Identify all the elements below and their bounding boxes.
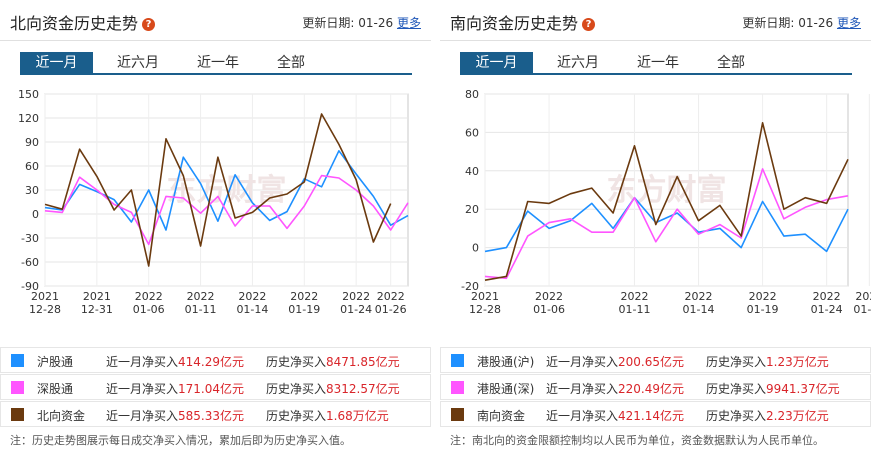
more-link[interactable]: 更多	[396, 16, 421, 30]
legend-swatch	[451, 354, 464, 367]
y-tick-label: -90	[21, 280, 39, 293]
tab-6m[interactable]: 近六月	[557, 55, 599, 71]
x-tick-date: 01-14	[236, 303, 268, 316]
y-tick-label: -60	[21, 256, 39, 269]
x-tick-year: 2022	[187, 290, 215, 303]
plot-area	[484, 93, 849, 287]
y-tick-label: 30	[25, 184, 39, 197]
y-tick-label: 90	[25, 136, 39, 149]
tab-6m[interactable]: 近六月	[117, 55, 159, 71]
x-tick-year: 2021	[31, 290, 59, 303]
legend-row-hk-sh: 港股通(沪) 近一月净买入200.65亿元 历史净买入1.23万亿元	[440, 347, 871, 373]
legend-swatch	[11, 381, 24, 394]
x-tick-year: 2022	[377, 290, 405, 303]
x-tick-year: 2022	[135, 290, 163, 303]
x-tick-date: 01-06	[533, 303, 565, 316]
northbound-chart: 1501209060300-30-60-90202112-28202112-31…	[18, 88, 409, 316]
legend-row-sz: 深股通 近一月净买入171.04亿元 历史净买入8312.57亿元	[0, 374, 431, 400]
footnote: 注：历史走势图展示每日成交净买入情况，累加后即为历史净买入值。	[10, 434, 351, 447]
help-icon[interactable]: ?	[582, 18, 596, 31]
tab-all[interactable]: 全部	[717, 55, 745, 71]
panel-title: 北向资金历史走势?	[10, 10, 156, 34]
y-tick-label: 60	[25, 160, 39, 173]
footnote: 注：南北向的资金限额控制均以人民币为单位，资金数据默认为人民币单位。	[450, 434, 824, 447]
update-info: 更新日期: 01-26 更多	[742, 16, 861, 30]
legend-swatch	[451, 408, 464, 421]
x-tick-date: 01-24	[340, 303, 372, 316]
legend-row-sh: 沪股通 近一月净买入414.29亿元 历史净买入8471.85亿元	[0, 347, 431, 373]
update-info: 更新日期: 01-26 更多	[302, 16, 421, 30]
legend-swatch	[11, 408, 24, 421]
y-tick-label: 40	[465, 165, 479, 178]
tab-1m[interactable]: 近一月	[20, 52, 93, 74]
series-line-1	[484, 168, 849, 280]
x-tick-year: 2022	[855, 290, 871, 303]
y-tick-label: 150	[18, 88, 39, 101]
x-tick-date: 12-28	[29, 303, 61, 316]
x-tick-date: 01-26	[853, 303, 871, 316]
x-tick-year: 2022	[749, 290, 777, 303]
x-tick-date: 12-31	[81, 303, 113, 316]
tab-1y[interactable]: 近一年	[637, 55, 679, 71]
x-tick-year: 2021	[471, 290, 499, 303]
x-tick-date: 01-19	[747, 303, 779, 316]
x-tick-year: 2022	[535, 290, 563, 303]
y-tick-label: -20	[461, 280, 479, 293]
tab-1m[interactable]: 近一月	[460, 52, 533, 74]
series-line-2	[44, 113, 392, 267]
legend-row-hk-sz: 港股通(深) 近一月净买入220.49亿元 历史净买入9941.37亿元	[440, 374, 871, 400]
tab-1y[interactable]: 近一年	[197, 55, 239, 71]
y-tick-label: 120	[18, 112, 39, 125]
x-tick-date: 12-28	[469, 303, 501, 316]
northbound-panel: 北向资金历史走势? 更新日期: 01-26 更多 近一月 近六月 近一年 全部 …	[0, 0, 431, 462]
y-tick-label: 20	[465, 203, 479, 216]
x-tick-date: 01-14	[683, 303, 715, 316]
x-tick-year: 2022	[813, 290, 841, 303]
series-line-1	[44, 174, 409, 246]
x-tick-year: 2022	[620, 290, 648, 303]
x-tick-year: 2022	[342, 290, 370, 303]
y-tick-label: 0	[32, 208, 39, 221]
legend-swatch	[11, 354, 24, 367]
tab-all[interactable]: 全部	[277, 55, 305, 71]
y-tick-label: -30	[21, 232, 39, 245]
x-tick-date: 01-26	[375, 303, 407, 316]
y-tick-label: 0	[472, 242, 479, 255]
y-tick-label: 80	[465, 88, 479, 101]
y-tick-label: 60	[465, 126, 479, 139]
series-line-2	[484, 121, 849, 281]
x-tick-year: 2022	[290, 290, 318, 303]
x-tick-date: 01-11	[618, 303, 650, 316]
more-link[interactable]: 更多	[836, 16, 861, 30]
x-tick-date: 01-06	[133, 303, 165, 316]
help-icon[interactable]: ?	[142, 18, 156, 31]
legend-row-south: 南向资金 近一月净买入421.14亿元 历史净买入2.23万亿元	[440, 401, 871, 427]
southbound-chart: 806040200-20202112-28202201-06202201-112…	[461, 88, 871, 316]
x-tick-year: 2021	[83, 290, 111, 303]
southbound-panel: 南向资金历史走势? 更新日期: 01-26 更多 近一月 近六月 近一年 全部 …	[440, 0, 871, 462]
x-tick-date: 01-24	[811, 303, 843, 316]
legend-row-north: 北向资金 近一月净买入585.33亿元 历史净买入1.68万亿元	[0, 401, 431, 427]
x-tick-date: 01-19	[288, 303, 320, 316]
x-tick-date: 01-11	[185, 303, 217, 316]
x-tick-year: 2022	[238, 290, 266, 303]
panel-title: 南向资金历史走势?	[450, 10, 596, 34]
x-tick-year: 2022	[685, 290, 713, 303]
legend-swatch	[451, 381, 464, 394]
